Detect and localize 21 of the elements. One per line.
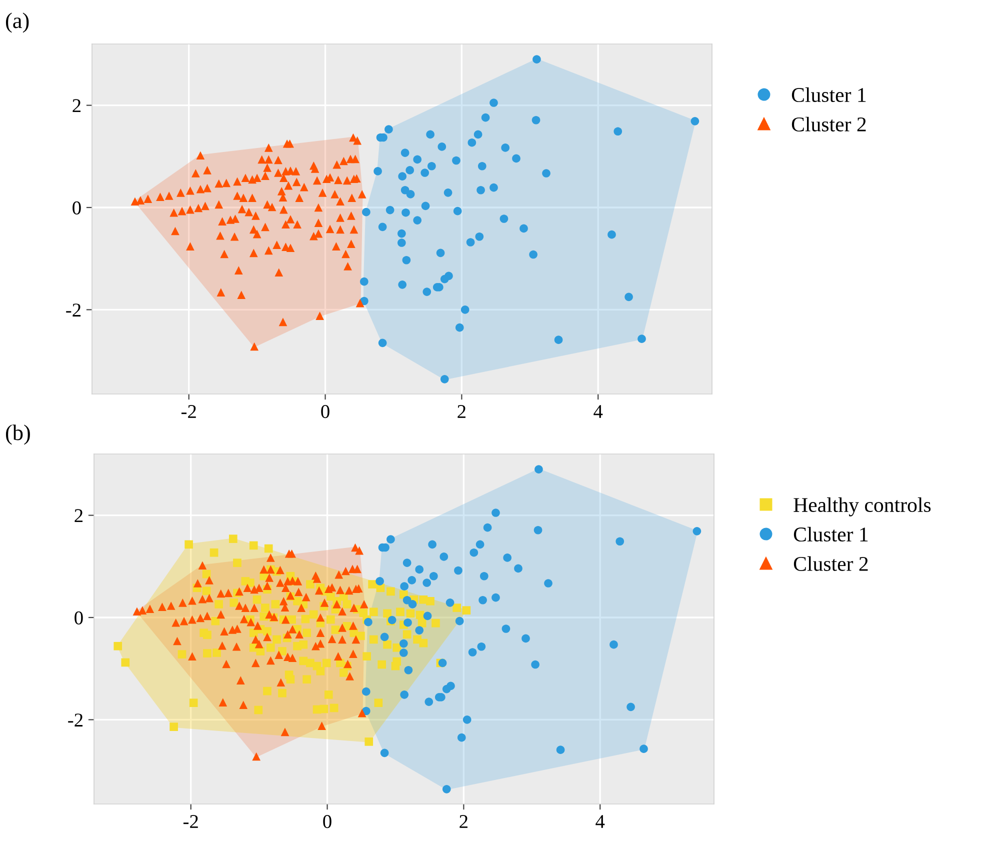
x-tick-label: 4 <box>594 405 603 418</box>
x-tick-label: 2 <box>460 815 468 828</box>
x-tick-label: 0 <box>323 814 332 828</box>
y-tick-label: 2 <box>74 509 83 522</box>
y-tick-label: 2 <box>72 99 81 112</box>
x-tick-label: -2 <box>181 405 196 418</box>
x-tick-label: 0 <box>321 404 330 418</box>
legend-label: Cluster 1 <box>794 526 868 542</box>
legend-label: Cluster 2 <box>792 116 866 132</box>
x-tick-label: -2 <box>183 815 198 828</box>
y-tick-label: 0 <box>74 611 83 624</box>
legend-label: Cluster 1 <box>792 87 866 102</box>
x-tick-label: 2 <box>458 405 466 418</box>
legend-label: Healthy controls <box>794 497 931 516</box>
y-tick-label: 0 <box>72 201 81 214</box>
y-tick-label: -2 <box>68 714 83 726</box>
x-tick-label: 4 <box>596 815 605 828</box>
legend-label: Cluster 2 <box>794 556 868 571</box>
text: (b) <box>6 424 30 445</box>
text: (a) <box>6 12 29 33</box>
y-tick-label: -2 <box>66 304 81 316</box>
